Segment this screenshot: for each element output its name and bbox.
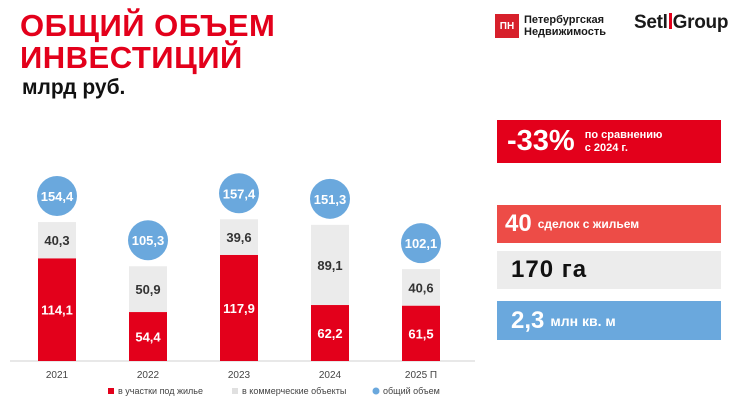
label-commercial-2022: 50,9 bbox=[135, 282, 160, 297]
label-housing-2021: 114,1 bbox=[41, 303, 73, 318]
bar-commercial-2025П bbox=[402, 269, 440, 306]
legend-label-commercial: в коммерческие объекты bbox=[242, 386, 346, 396]
bar-housing-2021 bbox=[38, 258, 76, 361]
x-tick-label-2025П: 2025 П bbox=[405, 370, 437, 381]
label-total-2022: 105,3 bbox=[132, 233, 165, 248]
label-housing-2022: 54,4 bbox=[135, 330, 161, 345]
label-commercial-2024: 89,1 bbox=[317, 258, 342, 273]
legend-swatch-total bbox=[372, 387, 380, 395]
label-housing-2025П: 61,5 bbox=[408, 326, 433, 341]
kpi-change-text-line-2: с 2024 г. bbox=[584, 141, 628, 154]
title-line-1: ОБЩИЙ ОБЪЕМ bbox=[20, 8, 276, 43]
kpi-change-text: по сравнению с 2024 г. bbox=[585, 129, 663, 155]
pn-logo-text: Петербургская Недвижимость bbox=[524, 14, 606, 38]
legend-label-total: общий объем bbox=[383, 386, 440, 396]
pn-logo-line-2: Недвижимость bbox=[524, 26, 606, 38]
bar-housing-2024 bbox=[311, 305, 349, 361]
kpi-change-box: -33% по сравнению с 2024 г. bbox=[497, 120, 721, 163]
title-line-2: ИНВЕСТИЦИЙ bbox=[20, 40, 243, 75]
bar-housing-2022 bbox=[129, 312, 167, 361]
bar-commercial-2024 bbox=[311, 224, 349, 306]
kpi-change-value: -33% bbox=[507, 125, 575, 157]
x-tick-label-2024: 2024 bbox=[319, 370, 342, 381]
kpi-sqm-value: 2,3 bbox=[511, 306, 545, 334]
kpi-deals-text: сделок с жильем bbox=[537, 217, 640, 231]
kpi-sqm-box: 2,3 млн кв. м bbox=[497, 301, 721, 340]
pn-logo-icon: ПН bbox=[495, 14, 519, 38]
bar-commercial-2021 bbox=[38, 222, 76, 259]
kpi-deals-value: 40 bbox=[505, 210, 532, 237]
legend-label-housing: в участки под жилье bbox=[118, 386, 203, 396]
setl-group-logo: Setl Group bbox=[634, 12, 728, 34]
total-bubble-2023 bbox=[219, 173, 259, 214]
label-housing-2024: 62,2 bbox=[317, 326, 342, 341]
label-total-2025П: 102,1 bbox=[405, 236, 438, 251]
total-bubble-2021 bbox=[37, 176, 77, 217]
pn-logo-line-1: Петербургская bbox=[524, 14, 605, 26]
kpi-change-text-line-1: по сравнению bbox=[584, 128, 663, 141]
total-bubble-2024 bbox=[310, 178, 350, 219]
x-tick-label-2023: 2023 bbox=[228, 370, 251, 381]
bar-commercial-2022 bbox=[129, 266, 167, 313]
x-tick-label-2022: 2022 bbox=[137, 370, 160, 381]
legend-swatch-housing bbox=[108, 388, 114, 394]
page-subtitle: млрд руб. bbox=[22, 76, 126, 99]
label-total-2024: 151,3 bbox=[314, 192, 347, 207]
setl-logo-mark bbox=[668, 13, 672, 29]
label-housing-2023: 117,9 bbox=[223, 301, 255, 316]
label-commercial-2023: 39,6 bbox=[226, 230, 251, 245]
bar-housing-2025П bbox=[402, 305, 440, 361]
kpi-deals-box: 40 сделок с жильем bbox=[497, 205, 721, 243]
legend-swatch-commercial bbox=[232, 388, 238, 394]
peterburgskaya-nedvizhimost-logo: ПН Петербургская Недвижимость bbox=[495, 14, 606, 38]
label-total-2023: 157,4 bbox=[223, 186, 256, 201]
setl-logo-part-1: Setl bbox=[634, 12, 668, 33]
label-commercial-2025П: 40,6 bbox=[408, 280, 433, 295]
kpi-sqm-text: млн кв. м bbox=[550, 312, 616, 329]
x-tick-label-2021: 2021 bbox=[46, 370, 69, 381]
page-title: ОБЩИЙ ОБЪЕМ ИНВЕСТИЦИЙ bbox=[20, 10, 275, 74]
bar-housing-2023 bbox=[220, 254, 258, 361]
setl-logo-part-2: Group bbox=[672, 12, 729, 33]
total-bubble-2022 bbox=[128, 220, 168, 261]
label-commercial-2021: 40,3 bbox=[44, 233, 69, 248]
kpi-area-value: 170 га bbox=[511, 256, 588, 283]
kpi-area-box: 170 га bbox=[497, 251, 721, 289]
bar-commercial-2023 bbox=[220, 219, 258, 255]
label-total-2021: 154,4 bbox=[41, 189, 74, 204]
total-bubble-2025П bbox=[401, 223, 441, 264]
